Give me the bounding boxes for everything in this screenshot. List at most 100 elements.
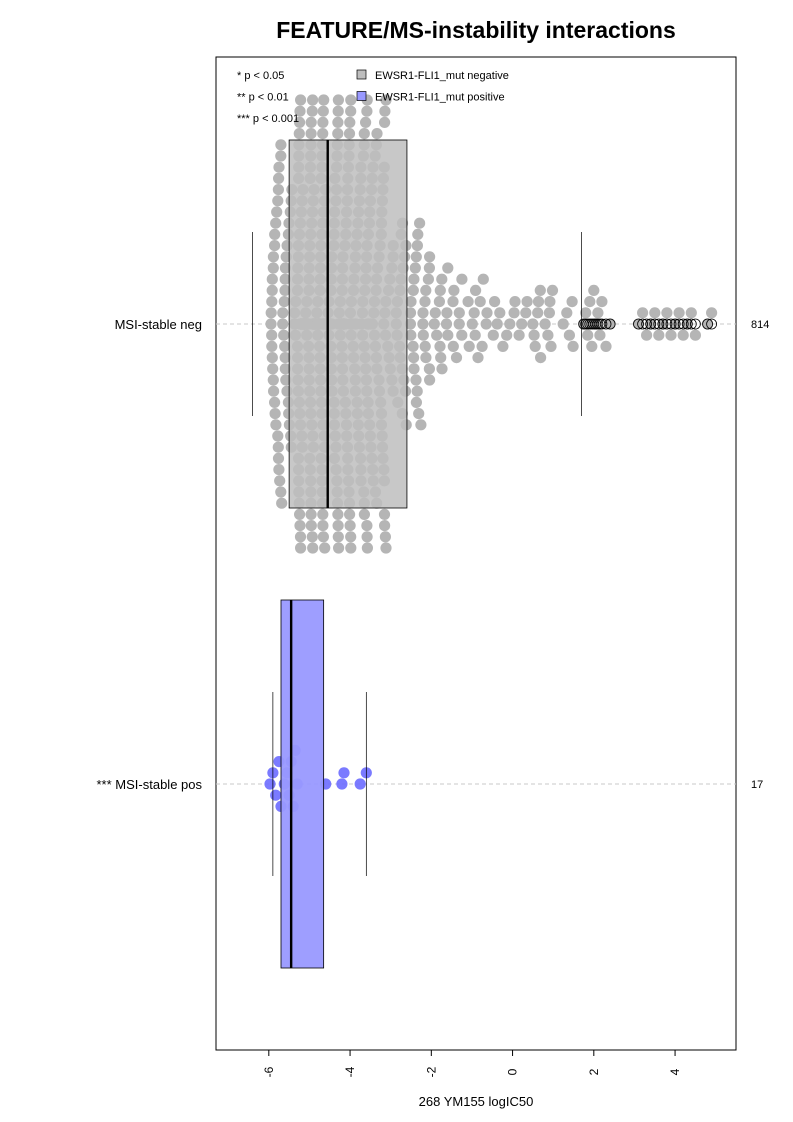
point-g2-15 bbox=[354, 778, 366, 790]
point-g1-633 bbox=[423, 262, 435, 274]
outlier-point-g1-13 bbox=[637, 307, 649, 319]
point-g1-605 bbox=[404, 318, 416, 330]
point-g1-635 bbox=[424, 251, 436, 263]
outlier-point-g1-22 bbox=[673, 307, 685, 319]
group-label-1: *** MSI-stable pos bbox=[97, 777, 203, 792]
point-g1-671 bbox=[491, 318, 503, 330]
point-g1-43 bbox=[280, 374, 292, 386]
outlier-point-g1-12 bbox=[632, 318, 645, 330]
point-g1-35 bbox=[278, 329, 290, 341]
point-g1-286 bbox=[317, 128, 329, 140]
point-g1-610 bbox=[407, 284, 419, 296]
point-g1-8 bbox=[267, 363, 279, 375]
point-g1-649 bbox=[447, 296, 459, 308]
outlier-point-g1-7 bbox=[592, 307, 604, 319]
outlier-marker-g1-28 bbox=[706, 318, 717, 330]
outlier-marker-g1-25 bbox=[685, 318, 697, 330]
point-g1-1 bbox=[265, 307, 277, 319]
point-g1-652 bbox=[450, 352, 463, 364]
point-g1-11 bbox=[267, 251, 279, 263]
point-g1-674 bbox=[501, 329, 513, 341]
group-count-0: 814 bbox=[751, 319, 769, 331]
point-g1-10 bbox=[267, 374, 279, 386]
point-g1-41 bbox=[279, 363, 291, 375]
point-g1-609 bbox=[407, 340, 419, 352]
point-g1-685 bbox=[532, 307, 544, 319]
point-g2-13 bbox=[336, 778, 348, 790]
point-g1-22 bbox=[272, 441, 284, 453]
point-g1-632 bbox=[423, 363, 435, 375]
point-g1-42 bbox=[279, 262, 291, 274]
point-g1-13 bbox=[269, 240, 281, 252]
legend-swatch-0 bbox=[356, 69, 367, 80]
outlier-point-g1-16 bbox=[649, 307, 661, 319]
point-g1-570 bbox=[379, 105, 391, 117]
outlier-point-g1-14 bbox=[641, 329, 653, 341]
point-g1-617 bbox=[410, 396, 422, 408]
point-g1-505 bbox=[361, 520, 373, 532]
point-g1-571 bbox=[379, 531, 391, 543]
x-tick-label-0: -6 bbox=[262, 1066, 276, 1077]
point-g1-666 bbox=[477, 273, 489, 285]
point-g1-683 bbox=[528, 329, 540, 341]
significance-legend-1: ** p < 0.01 bbox=[237, 92, 289, 104]
point-g1-574 bbox=[380, 94, 392, 106]
outlier-marker-g1-14 bbox=[641, 318, 652, 330]
outlier-point-g1-10 bbox=[600, 340, 612, 352]
point-g1-40 bbox=[279, 273, 291, 285]
point-g1-80 bbox=[293, 128, 305, 140]
point-g1-575 bbox=[380, 542, 392, 554]
point-g1-87 bbox=[294, 105, 306, 117]
outlier-point-g1-2 bbox=[582, 329, 594, 341]
point-g2-2 bbox=[270, 789, 282, 801]
point-g1-29 bbox=[275, 150, 287, 162]
point-g2-14 bbox=[338, 767, 350, 779]
chart-title: FEATURE/MS-instability interactions bbox=[276, 17, 676, 43]
point-g1-688 bbox=[535, 352, 547, 364]
point-g1-660 bbox=[468, 307, 480, 319]
box-group-0 bbox=[288, 139, 408, 509]
point-g1-608 bbox=[405, 296, 417, 308]
point-g1-626 bbox=[417, 329, 429, 341]
point-g1-679 bbox=[516, 318, 528, 330]
point-g1-670 bbox=[489, 296, 501, 308]
point-g1-26 bbox=[273, 464, 285, 476]
point-g1-631 bbox=[422, 273, 434, 285]
point-g1-380 bbox=[332, 508, 344, 520]
point-g1-650 bbox=[447, 340, 459, 352]
outlier-marker-g1-24 bbox=[681, 318, 693, 330]
outlier-point-g1-23 bbox=[677, 329, 689, 341]
point-g1-641 bbox=[434, 284, 446, 296]
point-g1-499 bbox=[360, 116, 372, 128]
point-g1-450 bbox=[345, 542, 357, 554]
outlier-point-g1-6 bbox=[590, 318, 602, 330]
point-g1-190 bbox=[305, 116, 317, 128]
outlier-point-g1-26 bbox=[689, 329, 702, 341]
point-g1-189 bbox=[305, 508, 317, 520]
point-g1-606 bbox=[404, 307, 417, 319]
point-g1-448 bbox=[345, 531, 357, 543]
point-g1-694 bbox=[546, 284, 559, 296]
x-axis-label: 268 YM155 logIC50 bbox=[419, 1094, 534, 1109]
point-g1-28 bbox=[274, 475, 286, 487]
point-g1-7 bbox=[266, 273, 278, 285]
point-g1-659 bbox=[466, 318, 478, 330]
point-g1-653 bbox=[453, 318, 465, 330]
point-g1-16 bbox=[269, 408, 281, 420]
point-g1-84 bbox=[294, 116, 306, 128]
group-labels: MSI-stable neg *** MSI-stable pos bbox=[97, 317, 203, 792]
x-tick-label-1: -4 bbox=[343, 1066, 357, 1077]
outlier-marker-g1-9 bbox=[596, 318, 608, 330]
point-g1-30 bbox=[275, 486, 287, 498]
point-g1-613 bbox=[408, 363, 420, 375]
point-g1-675 bbox=[504, 318, 516, 330]
outlier-point-g1-4 bbox=[586, 340, 598, 352]
point-g1-3 bbox=[266, 296, 278, 308]
point-g1-38 bbox=[279, 284, 291, 296]
point-g1-495 bbox=[358, 508, 370, 520]
point-g1-39 bbox=[279, 352, 291, 364]
point-g1-644 bbox=[436, 363, 448, 375]
point-g1-4 bbox=[266, 340, 278, 352]
point-g1-618 bbox=[411, 385, 423, 397]
outlier-point-g1-3 bbox=[584, 296, 596, 308]
